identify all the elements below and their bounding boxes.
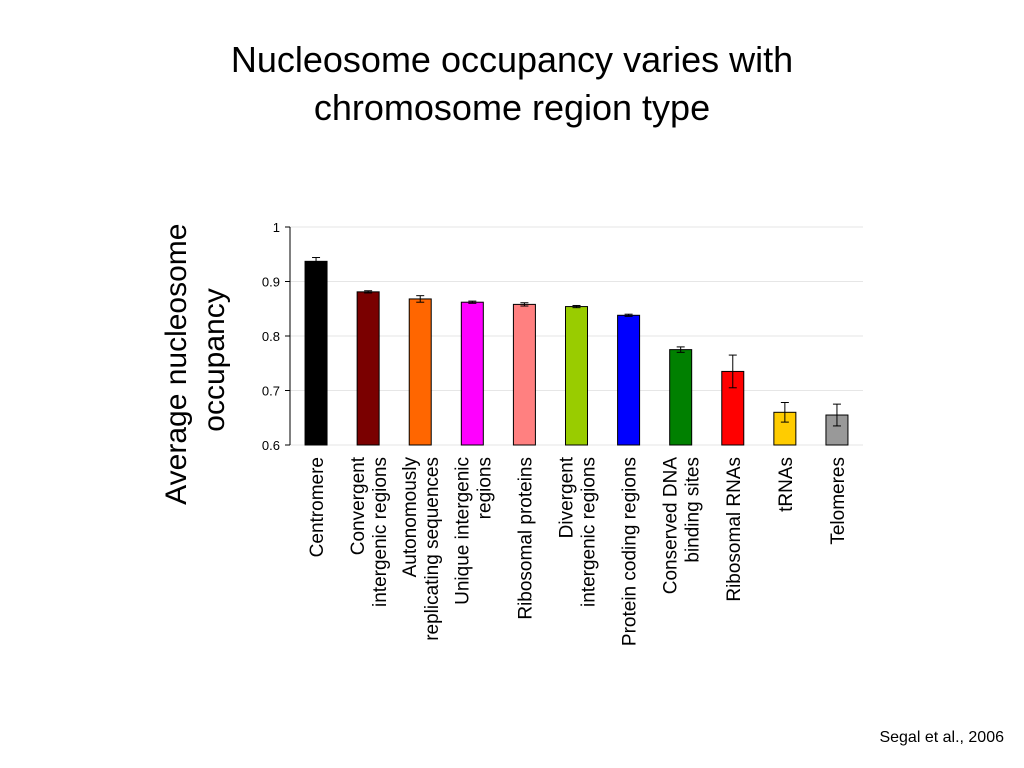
x-tick-label: Centromere (307, 457, 328, 557)
bar (304, 260, 328, 446)
x-tick-label: tRNAs (776, 457, 797, 512)
bar (512, 303, 536, 446)
slide-title-line1: Nucleosome occupancy varies with (230, 39, 794, 80)
bars (304, 257, 849, 446)
x-tick-label: Conserved DNAbinding sites (661, 457, 704, 595)
error-bar (312, 257, 321, 266)
x-tick-label: Autonomouslyreplicating sequences (400, 457, 443, 641)
x-tick-label: Telomeres (828, 457, 849, 545)
error-bar (416, 295, 425, 303)
error-bar (468, 300, 477, 304)
y-tick-label: 1 (273, 220, 280, 235)
bar (669, 349, 693, 446)
bar (356, 291, 380, 446)
y-tick-label: 0.7 (262, 384, 280, 399)
axes: 0.6 0.7 0.8 0.9 1 Centromere Convergentinterge… (262, 220, 849, 646)
error-bar (520, 302, 529, 307)
y-tick-label: 0.6 (262, 438, 280, 453)
error-bar (364, 290, 373, 294)
error-bar (676, 346, 685, 353)
error-bar (572, 304, 581, 309)
error-bar (780, 401, 789, 423)
x-tick-label: Protein coding regions (620, 457, 641, 646)
y-axis-label: Average nucleosome occupancy (160, 215, 231, 505)
y-tick-label: 0.8 (262, 329, 280, 344)
bar (460, 301, 484, 446)
x-tick-label: Divergentintergenic regions (557, 456, 600, 607)
y-axis-label-line1: Average nucleosome (160, 224, 193, 505)
citation: Segal et al., 2006 (879, 729, 1004, 746)
slide-title: Nucleosome occupancy varies with chromos… (112, 36, 912, 132)
bar (617, 314, 641, 446)
bar (565, 306, 588, 446)
error-bar (624, 313, 633, 317)
x-tick-label: Ribosomal RNAs (724, 457, 745, 602)
x-tick-label: Ribosomal proteins (515, 457, 536, 620)
x-tick-label: Unique intergenicregions (452, 457, 495, 605)
y-axis-label-line2: occupancy (198, 288, 231, 431)
y-tick-label: 0.9 (262, 275, 280, 290)
x-tick-label: Convergentintergenic regions (348, 456, 391, 607)
error-bar (728, 354, 737, 389)
error-bar (832, 403, 841, 427)
slide-title-line2: chromosome region type (313, 87, 711, 128)
bar (408, 298, 432, 446)
